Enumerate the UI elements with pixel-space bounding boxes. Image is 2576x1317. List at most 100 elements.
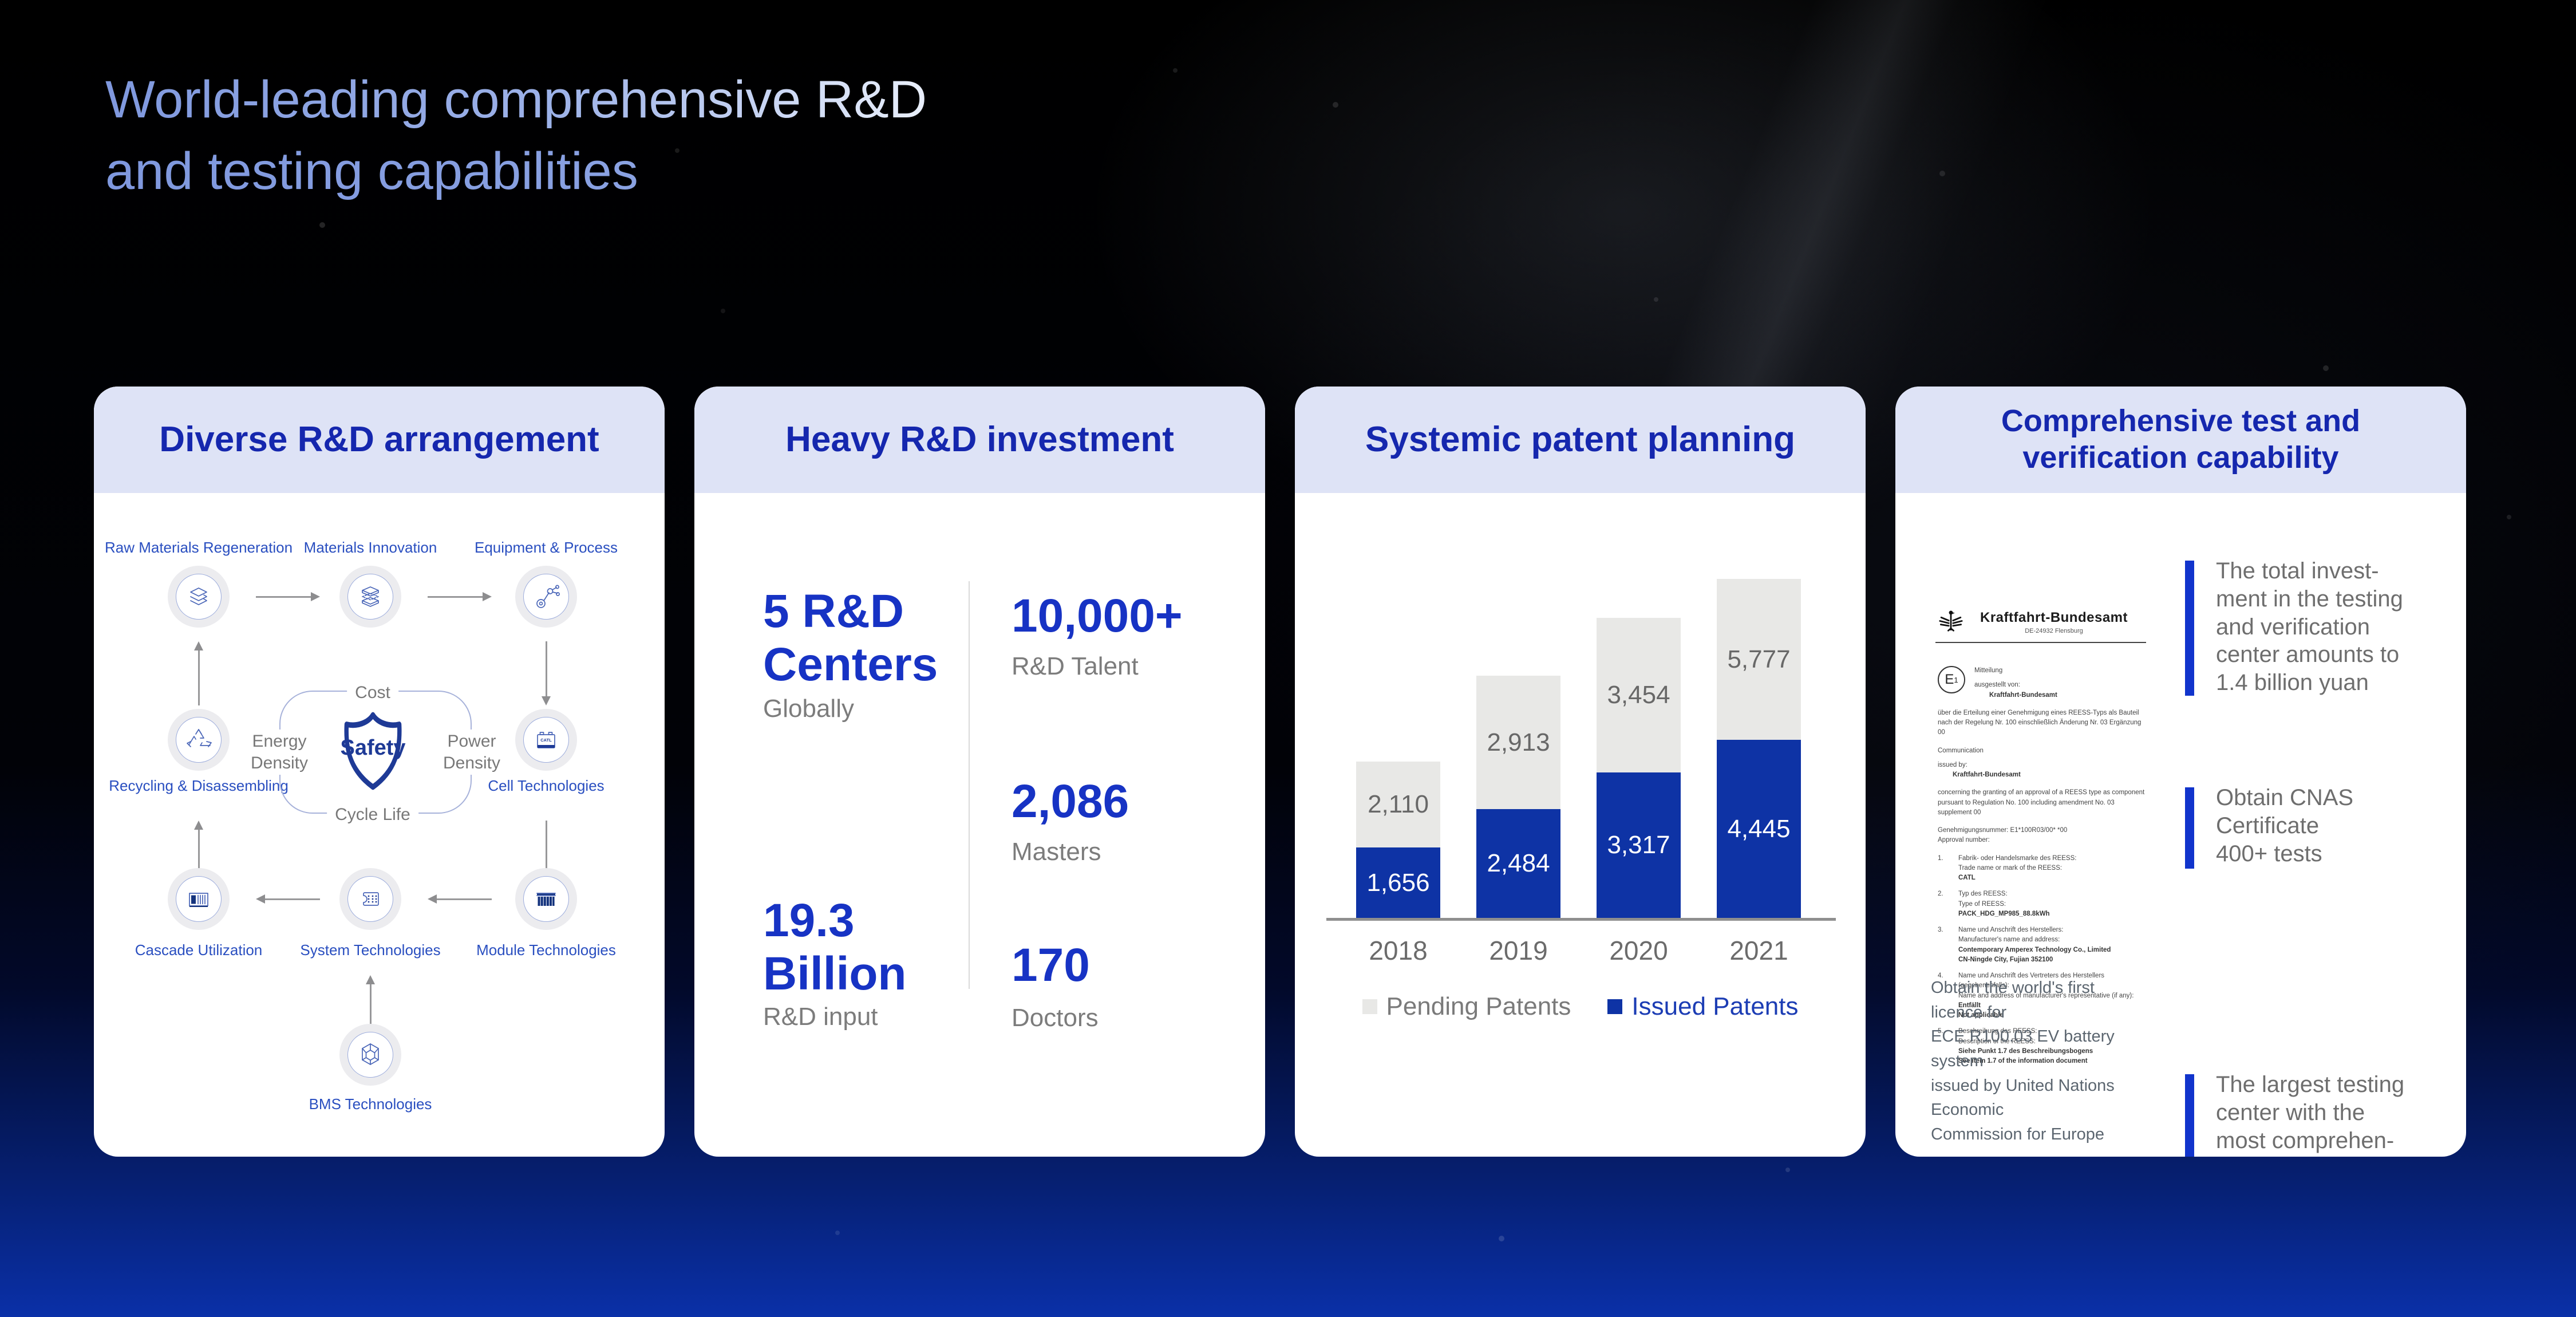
certificate-items-list: 1. Fabrik- oder Handelsmarke des REESS: Tr… (1938, 854, 2153, 1067)
card-test-capability-title: Comprehensive test and verification capa… (2001, 404, 2361, 475)
patent-stacked-bar-chart: Pending Patents Issued Patents 2,110 1,656… (1295, 493, 1866, 1157)
certificate-rule (1935, 642, 2146, 643)
cert-subject-en: concerning the granting of an approval o… (1938, 789, 2145, 816)
pending-segment-2021: 5,777 (1717, 579, 1801, 740)
cert-subject-de: über die Erteilung einer Genehmigung ein… (1938, 709, 2142, 736)
certificate-item: 3. Name und Anschrift des Herstellers: Man… (1938, 926, 2111, 963)
node-label-system: System Technologies (300, 941, 441, 959)
year-label-2018: 2018 (1369, 936, 1428, 965)
card-rd-arrangement-title: Diverse R&D arrangement (159, 420, 599, 460)
factor-cost-label: Cost (347, 681, 398, 705)
card-test-capability: Comprehensive test and verification capa… (1895, 387, 2466, 1157)
pending-segment-2019: 2,913 (1476, 676, 1560, 809)
card-rd-investment: Heavy R&D investment 5 R&D Centers Globa… (694, 387, 1265, 1157)
cert-communication-label: Communication (1938, 747, 1984, 754)
shield-icon (344, 712, 402, 790)
legend-item-pending-patents: Pending Patents (1362, 992, 1571, 1021)
certificate-item: 1. Fabrik- oder Handelsmarke des REESS: Tr… (1938, 854, 2077, 882)
rd-arrangement-diagram: Raw Materials Regeneration Materials Inn… (94, 493, 665, 1157)
year-label-2019: 2019 (1489, 936, 1548, 965)
certificate-authority: Kraftfahrt-Bundesamt (1980, 609, 2128, 625)
legend-item-issued-patents: Issued Patents (1607, 992, 1799, 1021)
federal-eagle-icon (1939, 610, 1963, 632)
bullet-text-cnas: Obtain CNAS Certificate 400+ tests (2216, 785, 2354, 866)
card-patent-planning: Systemic patent planning Pending Patents… (1295, 387, 1866, 1157)
stat-centers-value: 5 R&D Centers (763, 585, 938, 691)
battery-brand-text: CATL (540, 738, 552, 743)
arrow-cascade-to-recycling (194, 821, 203, 880)
cert-approval-number-de: Genehmigungsnummer: E1*100R03/00* *00 (1938, 827, 2068, 834)
chart-legend: Pending Patents Issued Patents (1295, 992, 1866, 1021)
legend-swatch-icon (1362, 999, 1377, 1014)
arrow-system-to-cascade (256, 894, 320, 904)
card-patent-planning-title: Systemic patent planning (1365, 420, 1796, 460)
card-rd-investment-title: Heavy R&D investment (785, 420, 1174, 460)
rd-investment-stats: 5 R&D Centers Globally 10,000+ R&D Talen… (694, 493, 1265, 1157)
slide-title: World-leading comprehensive R&D and test… (105, 64, 927, 207)
stats-divider (969, 581, 970, 989)
card-patent-planning-header: Systemic patent planning (1295, 387, 1866, 493)
material-stack-icon (347, 574, 393, 620)
pending-segment-2018: 2,110 (1356, 762, 1440, 847)
materials-innovation-node (339, 566, 401, 628)
issued-segment-2018: 1,656 (1356, 847, 1440, 918)
bms-technologies-node (339, 1024, 401, 1086)
pending-segment-2020: 3,454 (1597, 618, 1681, 772)
node-label-equipment-process: Equipment & Process (474, 539, 618, 556)
node-label-raw-materials: Raw Materials Regeneration (104, 539, 293, 556)
arrow-module-to-system (428, 894, 492, 904)
arrow-equipment-to-cell (542, 641, 551, 705)
card-rd-investment-header: Heavy R&D investment (694, 387, 1265, 493)
certificate-header: Kraftfahrt-Bundesamt DE-24932 Flensburg (1938, 608, 2153, 636)
arrow-materials-to-equipment (428, 592, 492, 601)
test-capability-content: Kraftfahrt-Bundesamt DE-24932 Flensburg … (1895, 493, 2466, 1157)
node-label-cascade: Cascade Utilization (135, 941, 263, 959)
arrow-up-to-raw-materials (194, 641, 203, 705)
safety-shield: Safety (340, 711, 406, 793)
arrow-raw-to-materials (256, 592, 320, 601)
stat-centers-label: Globally (763, 695, 854, 723)
stat-input-label: R&D input (763, 1003, 878, 1031)
arrow-bms-to-system (366, 975, 375, 1035)
issued-segment-2019: 2,484 (1476, 809, 1560, 918)
kba-certificate-document: Kraftfahrt-Bundesamt DE-24932 Flensburg … (1929, 553, 2153, 1064)
certificate-authority-address: DE-24932 Flensburg (2025, 627, 2083, 634)
stat-masters-value: 2,086 (1012, 775, 1129, 827)
issued-segment-2021: 4,445 (1717, 740, 1801, 918)
cert-issued-en-value: Kraftfahrt-Bundesamt (1953, 771, 2021, 778)
battery-catl-icon: CATL (523, 717, 569, 763)
chart-x-axis (1326, 918, 1836, 921)
bullet-text-largest-center: The largest testing center with the most… (2216, 1072, 2405, 1157)
year-label-2021: 2021 (1729, 936, 1788, 965)
node-label-recycling: Recycling & Disassembling (109, 777, 289, 794)
cascade-utilization-node (168, 868, 230, 930)
certificate-item: 5. Beschreibung des REESS: Description of … (1938, 1028, 2093, 1064)
robot-arm-icon (523, 574, 569, 620)
cert-issued-en-label: issued by: (1938, 761, 1967, 768)
stat-doctors-label: Doctors (1012, 1004, 1099, 1032)
bullet-bar-largest-center (2185, 1074, 2194, 1157)
bms-cube-icon (347, 1032, 393, 1078)
bullet-bar-investment (2185, 561, 2194, 696)
node-label-module: Module Technologies (476, 941, 616, 959)
ece-licence-footnote: Obtain the world's first licence for ECE… (1931, 979, 2115, 1143)
bullet-text-investment: The total invest- ment in the testing an… (2216, 558, 2403, 696)
card-rd-arrangement: Diverse R&D arrangement Raw Materials Re… (94, 387, 665, 1157)
recycling-node (168, 709, 230, 771)
equipment-process-node (515, 566, 577, 628)
factor-power-density-label: Power Density (429, 730, 515, 775)
stat-input-value: 19.3 Billion (763, 894, 907, 1000)
module-technologies-node (515, 868, 577, 930)
issued-segment-2020: 3,317 (1597, 772, 1681, 918)
legend-label: Pending Patents (1386, 992, 1571, 1020)
pack-dots-icon (347, 876, 393, 922)
system-technologies-node (339, 868, 401, 930)
starfield-texture (0, 0, 3, 3)
cards-row: Diverse R&D arrangement Raw Materials Re… (94, 387, 2466, 1157)
certificate-item: 4. Name und Anschrift des Vertreters des … (1938, 972, 2134, 1019)
stat-masters-label: Masters (1012, 838, 1101, 866)
card-rd-arrangement-header: Diverse R&D arrangement (94, 387, 665, 493)
raw-materials-node (168, 566, 230, 628)
